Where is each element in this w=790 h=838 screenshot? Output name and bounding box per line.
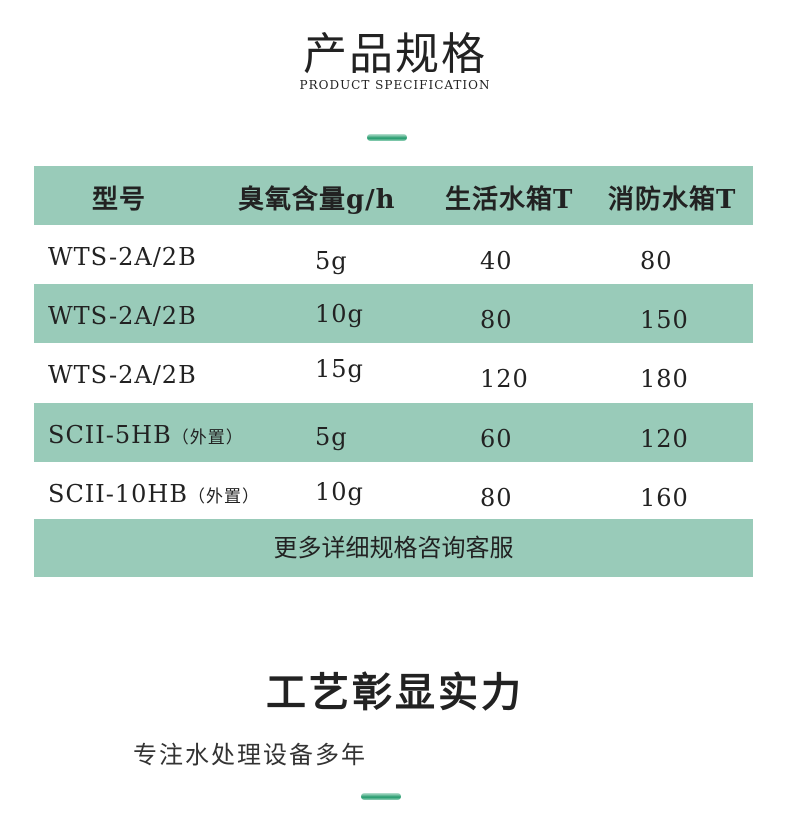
model-cell: WTS-2A/2B bbox=[48, 361, 197, 389]
divider-dash bbox=[367, 134, 407, 141]
col-living: 生活水箱T bbox=[445, 185, 574, 215]
model-cell: WTS-2A/2B bbox=[48, 243, 197, 271]
fire-cell: 180 bbox=[640, 365, 689, 393]
model-name: WTS-2A/2B bbox=[48, 361, 197, 389]
model-cell: WTS-2A/2B bbox=[48, 302, 197, 330]
table-row: SCII-5HB（外置） 5g 60 120 bbox=[34, 403, 753, 462]
model-name: SCII-5HB bbox=[48, 421, 172, 449]
table-row: WTS-2A/2B 5g 40 80 bbox=[34, 225, 753, 284]
divider-dash bbox=[361, 793, 401, 800]
model-name: SCII-10HB bbox=[48, 480, 188, 508]
living-cell: 80 bbox=[480, 484, 513, 512]
section-title: 工艺彰显实力 bbox=[266, 669, 524, 716]
model-name: WTS-2A/2B bbox=[48, 243, 197, 271]
ozone-cell: 5g bbox=[315, 423, 348, 451]
model-cell: SCII-10HB（外置） bbox=[48, 480, 260, 508]
model-cell: SCII-5HB（外置） bbox=[48, 421, 244, 449]
ozone-cell: 10g bbox=[315, 300, 364, 328]
page-subtitle: PRODUCT SPECIFICATION bbox=[299, 78, 491, 92]
living-cell: 80 bbox=[480, 306, 513, 334]
table-header: 型号 臭氧含量g/h 生活水箱T 消防水箱T bbox=[34, 166, 753, 225]
ozone-cell: 10g bbox=[315, 478, 364, 506]
living-cell: 60 bbox=[480, 425, 513, 453]
fire-cell: 160 bbox=[640, 484, 689, 512]
col-fire: 消防水箱T bbox=[608, 185, 737, 215]
col-model: 型号 bbox=[92, 185, 147, 215]
model-note: （外置） bbox=[187, 487, 260, 507]
fire-cell: 80 bbox=[640, 247, 673, 275]
model-name: WTS-2A/2B bbox=[48, 302, 197, 330]
table-row: SCII-10HB（外置） 10g 80 160 bbox=[34, 462, 753, 519]
table-row: WTS-2A/2B 10g 80 150 bbox=[34, 284, 753, 343]
fire-cell: 120 bbox=[640, 425, 689, 453]
model-note: （外置） bbox=[171, 428, 244, 448]
section-subtitle: 专注水处理设备多年 bbox=[133, 741, 367, 769]
col-ozone: 臭氧含量g/h bbox=[238, 185, 396, 215]
living-cell: 40 bbox=[480, 247, 513, 275]
living-cell: 120 bbox=[480, 365, 529, 393]
more-specs-banner: 更多详细规格咨询客服 bbox=[34, 519, 753, 577]
table-row: WTS-2A/2B 15g 120 180 bbox=[34, 343, 753, 403]
fire-cell: 150 bbox=[640, 306, 689, 334]
page-title: 产品规格 bbox=[303, 29, 487, 80]
ozone-cell: 15g bbox=[315, 355, 364, 383]
ozone-cell: 5g bbox=[315, 247, 348, 275]
